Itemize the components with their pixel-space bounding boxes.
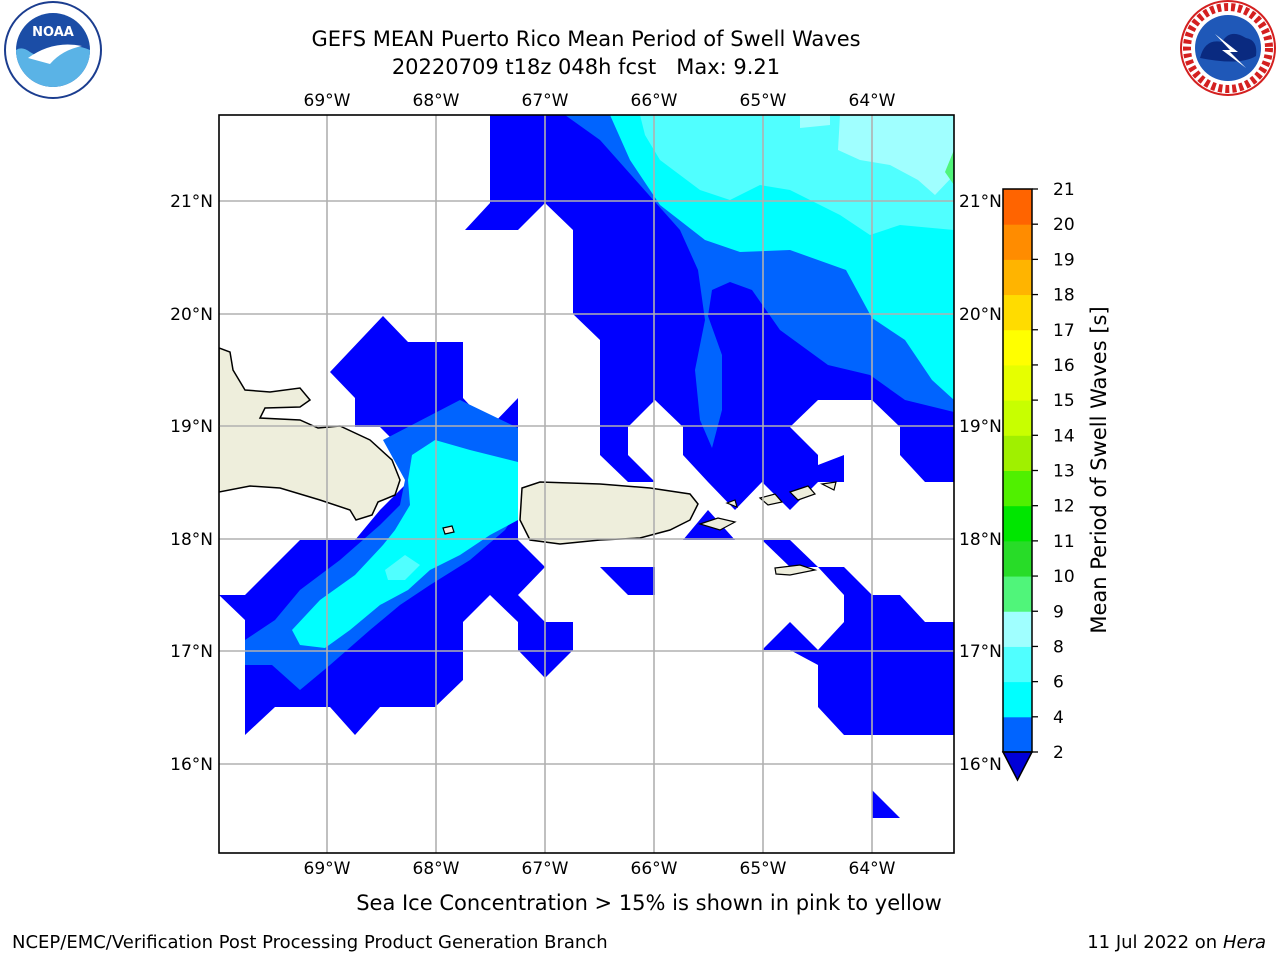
lon-label: 66°W xyxy=(631,91,678,111)
noaa-logo-text: NOAA xyxy=(32,25,74,40)
colorbar-tick-label: 16 xyxy=(1053,356,1075,376)
top-lon-labels: 69°W 68°W 67°W 66°W 65°W 64°W xyxy=(304,91,896,111)
colorbar-segment xyxy=(1003,259,1032,296)
footer-date: 11 Jul 2022 on Hera xyxy=(1087,932,1266,953)
colorbar-segment xyxy=(1003,294,1032,331)
lat-label: 21°N xyxy=(170,192,213,212)
colorbar-tick-label: 6 xyxy=(1053,673,1064,693)
swell-region-blue-east xyxy=(600,567,655,595)
lon-label: 68°W xyxy=(413,91,460,111)
colorbar-label: Mean Period of Swell Waves [s] xyxy=(1087,306,1111,633)
colorbar-tick-label: 12 xyxy=(1053,497,1075,517)
left-lat-labels: 21°N 20°N 19°N 18°N 17°N 16°N xyxy=(170,192,213,775)
footer-date-text: 11 Jul 2022 on xyxy=(1087,932,1223,953)
colorbar-tick-label: 15 xyxy=(1053,391,1075,411)
lon-label: 65°W xyxy=(740,859,787,879)
colorbar-segment xyxy=(1003,716,1032,753)
colorbar-segment xyxy=(1003,224,1032,260)
map-title: GEFS MEAN Puerto Rico Mean Period of Swe… xyxy=(311,27,861,51)
lat-label: 16°N xyxy=(959,755,1002,775)
lon-label: 69°W xyxy=(304,859,351,879)
colorbar-tick-label: 9 xyxy=(1053,602,1064,622)
colorbar-tick-label: 19 xyxy=(1053,250,1075,270)
colorbar-segment xyxy=(1003,540,1032,577)
lon-label: 69°W xyxy=(304,91,351,111)
map-plot-area xyxy=(218,114,955,854)
colorbar-underflow-arrow xyxy=(1001,751,1034,782)
colorbar-tick-label: 21 xyxy=(1053,180,1075,200)
colorbar-segment xyxy=(1003,576,1032,612)
lat-label: 21°N xyxy=(959,192,1002,212)
swell-region-c8-9-north xyxy=(838,115,954,195)
noaa-logo: NOAA xyxy=(4,1,102,99)
colorbar-segment xyxy=(1003,435,1032,471)
lat-label: 18°N xyxy=(170,530,213,550)
lat-label: 20°N xyxy=(959,305,1002,325)
colorbar-tick-label: 8 xyxy=(1053,637,1064,657)
colorbar: 2 4 6 8 9 10 11 12 13 14 15 16 17 18 19 20 21 xyxy=(1001,180,1075,782)
colorbar-tick-label: 20 xyxy=(1053,215,1075,235)
lat-label: 19°N xyxy=(170,417,213,437)
colorbar-segment xyxy=(1003,505,1032,542)
right-lat-labels: 21°N 20°N 19°N 18°N 17°N 16°N xyxy=(959,192,1002,775)
lon-label: 64°W xyxy=(849,91,896,111)
colorbar-tick-label: 18 xyxy=(1053,286,1075,306)
colorbar-tick-label: 10 xyxy=(1053,567,1075,587)
lon-label: 67°W xyxy=(522,91,569,111)
colorbar-segment xyxy=(1003,646,1032,683)
colorbar-segment xyxy=(1003,329,1032,366)
colorbar-tick-label: 2 xyxy=(1053,743,1064,763)
lat-label: 18°N xyxy=(959,530,1002,550)
colorbar-tick-label: 4 xyxy=(1053,708,1064,728)
nws-logo xyxy=(1180,0,1276,96)
colorbar-segment xyxy=(1003,681,1032,718)
footer-credit: NCEP/EMC/Verification Post Processing Pr… xyxy=(12,932,608,953)
lon-label: 64°W xyxy=(849,859,896,879)
colorbar-tick-label: 13 xyxy=(1053,462,1075,482)
lon-label: 66°W xyxy=(631,859,678,879)
colorbar-tick-label: 11 xyxy=(1053,532,1075,552)
lat-label: 19°N xyxy=(959,417,1002,437)
lat-label: 17°N xyxy=(170,642,213,662)
colorbar-segment xyxy=(1003,470,1032,507)
colorbar-tick-label: 17 xyxy=(1053,321,1075,341)
colorbar-segment xyxy=(1003,400,1032,436)
colorbar-segment xyxy=(1003,611,1032,647)
footer-host: Hera xyxy=(1222,932,1266,953)
sea-ice-note: Sea Ice Concentration > 15% is shown in … xyxy=(356,891,942,915)
map-subtitle: 20220709 t18z 048h fcst Max: 9.21 xyxy=(391,55,781,79)
map-gridlines xyxy=(219,115,954,853)
lat-label: 20°N xyxy=(170,305,213,325)
lon-label: 67°W xyxy=(522,859,569,879)
land-hispaniola xyxy=(219,347,401,521)
lon-label: 65°W xyxy=(740,91,787,111)
lat-label: 17°N xyxy=(959,642,1002,662)
colorbar-tick-label: 14 xyxy=(1053,426,1075,446)
swell-region-c4-6-south xyxy=(292,440,518,648)
colorbar-segment xyxy=(1003,189,1032,225)
bottom-lon-labels: 69°W 68°W 67°W 66°W 65°W 64°W xyxy=(304,859,896,879)
colorbar-segment xyxy=(1003,364,1032,401)
lat-label: 16°N xyxy=(170,755,213,775)
lon-label: 68°W xyxy=(413,859,460,879)
